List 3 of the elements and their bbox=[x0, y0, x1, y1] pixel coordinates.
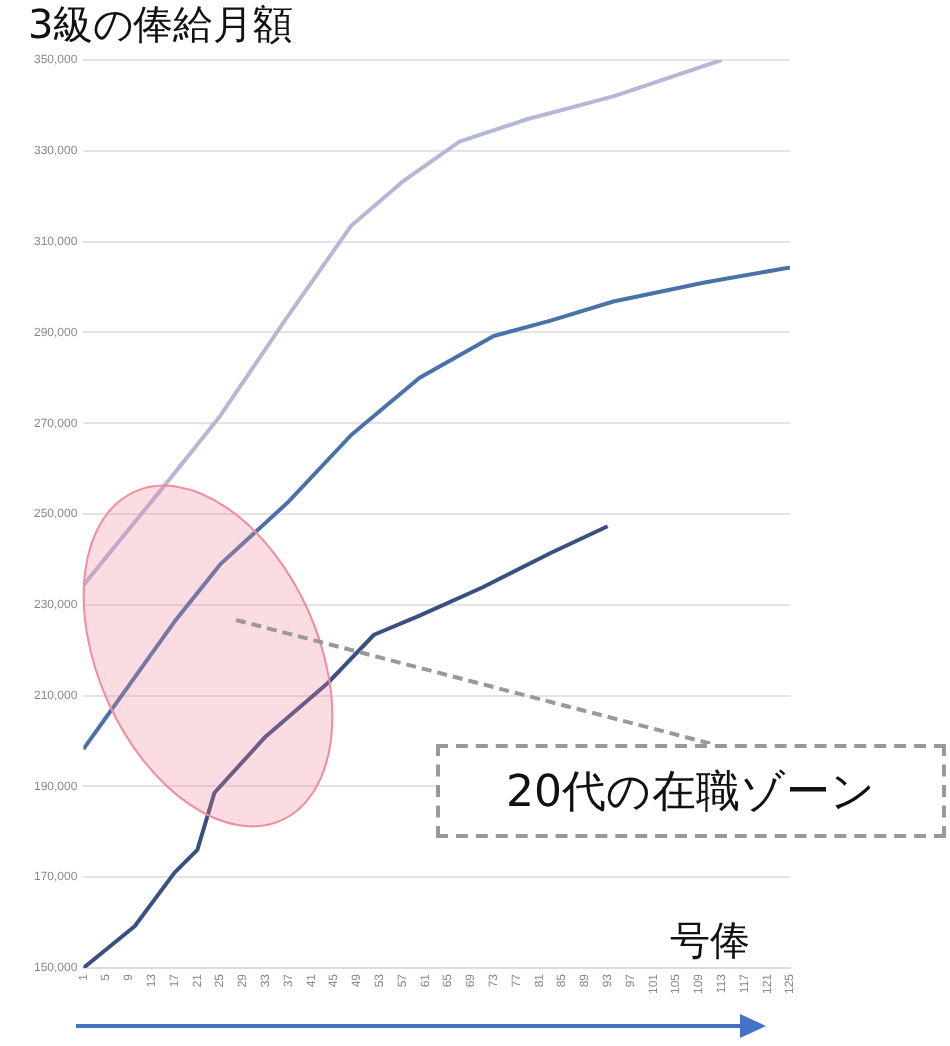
chart-title: 3級の俸給月額 bbox=[28, 0, 294, 49]
annotation: 20代の在職ゾーン bbox=[436, 744, 946, 838]
x-axis-title: 号俸 bbox=[670, 916, 750, 965]
